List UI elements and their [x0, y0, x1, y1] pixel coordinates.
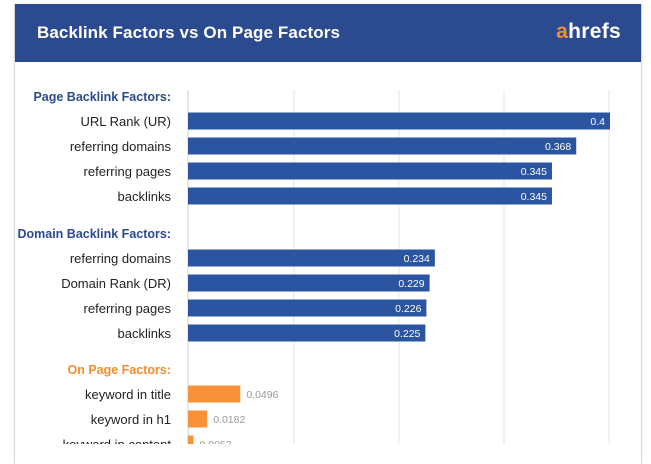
category-label: referring pages — [84, 164, 172, 179]
bar — [188, 435, 194, 444]
category-label: backlinks — [118, 326, 172, 341]
bar — [188, 324, 426, 342]
group-label: Page Backlink Factors: — [33, 90, 171, 104]
chart-header: Backlink Factors vs On Page Factors ahre… — [15, 4, 641, 62]
category-label: backlinks — [118, 189, 172, 204]
value-label: 0.0496 — [246, 389, 278, 401]
logo-rest: hrefs — [568, 20, 621, 43]
value-label: 0.368 — [545, 141, 571, 153]
group-label: On Page Factors: — [68, 363, 172, 377]
bar — [188, 410, 208, 428]
category-label: URL Rank (UR) — [80, 114, 171, 129]
value-label: 0.234 — [404, 253, 430, 265]
group-label: Domain Backlink Factors: — [17, 227, 171, 241]
bar — [188, 112, 610, 130]
bar — [188, 162, 552, 180]
category-label: referring domains — [70, 251, 172, 266]
category-label: keyword in content — [63, 437, 172, 444]
category-label: keyword in h1 — [91, 412, 171, 427]
bar — [188, 274, 430, 292]
value-label: 0.229 — [398, 278, 424, 290]
value-label: 0.226 — [395, 303, 421, 315]
bar — [188, 187, 552, 205]
bar — [188, 249, 435, 267]
value-label: 0.345 — [521, 191, 547, 203]
value-label: 0.0052 — [199, 439, 231, 444]
value-label: 0.4 — [590, 116, 605, 128]
category-label: referring pages — [84, 301, 172, 316]
value-label: 0.0182 — [213, 414, 245, 426]
bar — [188, 385, 241, 403]
value-label: 0.225 — [394, 328, 420, 340]
logo-accent-letter: a — [556, 20, 569, 43]
value-label: 0.345 — [521, 166, 547, 178]
bar — [188, 299, 427, 317]
bar — [188, 137, 577, 155]
bar-chart: Page Backlink Factors: URL Rank (UR) 0.4 re… — [17, 90, 610, 444]
chart-card: Backlink Factors vs On Page Factors ahre… — [14, 4, 642, 464]
category-label: referring domains — [70, 139, 172, 154]
category-label: keyword in title — [85, 387, 171, 402]
chart-title: Backlink Factors vs On Page Factors — [37, 23, 341, 42]
ahrefs-logo: ahrefs — [556, 20, 621, 44]
category-label: Domain Rank (DR) — [61, 276, 171, 291]
